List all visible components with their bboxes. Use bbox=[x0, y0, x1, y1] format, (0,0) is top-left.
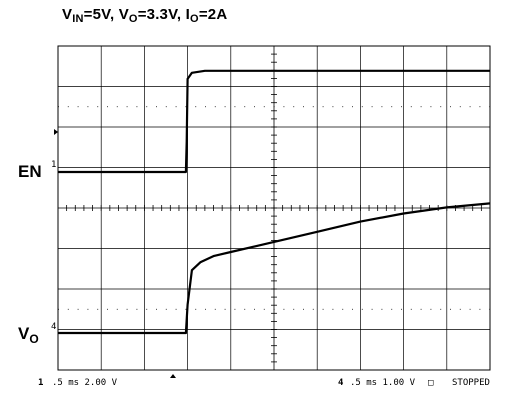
trigger-position-marker bbox=[170, 374, 176, 378]
status-ch1-setting: .5 ms 2.00 V bbox=[52, 378, 118, 388]
trigger-level-marker bbox=[54, 129, 58, 135]
trace-en bbox=[58, 69, 490, 174]
channel-label-vo: VO bbox=[18, 324, 39, 346]
chart-title: VIN=5V, VO=3.3V, IO=2A bbox=[62, 6, 228, 25]
status-state: STOPPED bbox=[452, 378, 490, 388]
graticule bbox=[54, 45, 491, 378]
trace-vo bbox=[58, 202, 491, 335]
status-state-box: □ bbox=[428, 378, 434, 388]
traces bbox=[58, 69, 491, 335]
status-ch4-marker: 4 bbox=[338, 378, 344, 388]
status-ch4-setting: .5 ms 1.00 V bbox=[350, 378, 416, 388]
channel-label-en: EN bbox=[18, 162, 42, 181]
status-ch1-marker: 1 bbox=[38, 378, 44, 388]
channel-marker-vo: 4 bbox=[51, 322, 57, 332]
channel-marker-en: 1 bbox=[51, 160, 57, 170]
